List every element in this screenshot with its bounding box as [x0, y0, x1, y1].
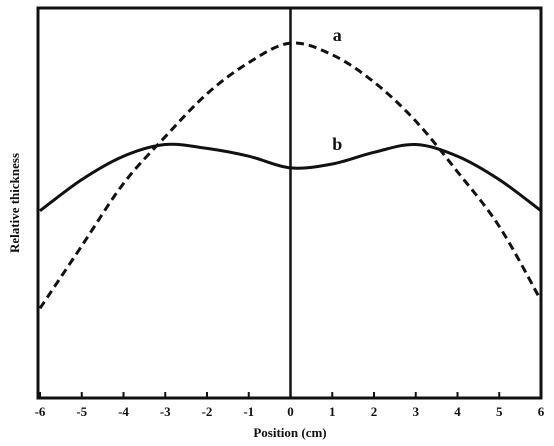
- x-tick-label: 0: [287, 404, 294, 419]
- x-tick-label: -1: [243, 404, 254, 419]
- y-axis-label: Relative thickness: [7, 153, 22, 253]
- x-tick-label: 5: [496, 404, 503, 419]
- x-tick-label: 6: [538, 404, 545, 419]
- x-tick-label: -5: [76, 404, 87, 419]
- series-line: [38, 41, 543, 310]
- series-label: a: [333, 25, 342, 45]
- x-tick-label: 2: [371, 404, 378, 419]
- x-tick-label: -2: [202, 404, 213, 419]
- x-tick-label: 1: [329, 404, 336, 419]
- x-axis-label: Position (cm): [253, 425, 326, 440]
- x-tick-label: 4: [454, 404, 461, 419]
- series-line: [39, 142, 542, 213]
- x-tick-label: 3: [413, 404, 420, 419]
- series-label: b: [332, 134, 342, 154]
- x-tick-label: -6: [35, 404, 46, 419]
- x-tick-label: -4: [118, 404, 129, 419]
- x-tick-label: -3: [160, 404, 171, 419]
